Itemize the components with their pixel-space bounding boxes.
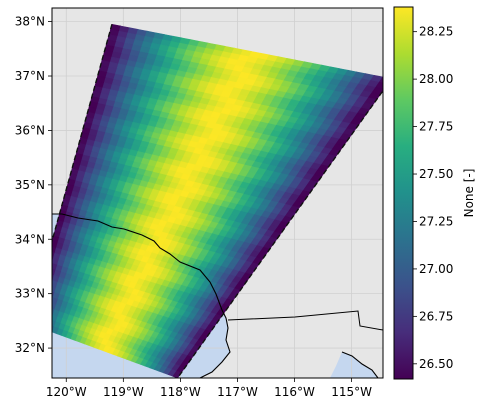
gulf-coastline [341, 351, 379, 378]
swath-cell [43, 267, 50, 274]
swath-cell [34, 320, 40, 327]
swath-edge-west [52, 24, 113, 244]
swath-cell [378, 76, 383, 84]
swath-cell [40, 317, 46, 324]
lat-tick-label: 34°N [15, 232, 45, 246]
colorbar-tick-label: 26.50 [419, 357, 453, 371]
swath-cell [42, 272, 49, 279]
colorbar-tick-label: 27.00 [419, 262, 453, 276]
lat-tick-label: 36°N [15, 123, 45, 137]
colorbar-label: None [-] [462, 169, 476, 218]
us-mexico-border [227, 310, 383, 331]
colorbar-tick-label: 26.75 [419, 309, 453, 323]
lat-tick-label: 37°N [15, 69, 45, 83]
swath-cell [32, 308, 38, 315]
colorbar-ticks: 26.50 26.75 27.00 27.25 27.50 27.75 28.00 28.25 [413, 25, 453, 371]
colorbar-tick-label: 28.00 [419, 72, 453, 86]
lon-tick-label: 116°W [274, 385, 315, 399]
swath-cell [44, 284, 51, 291]
colorbar-tick-label: 28.25 [419, 25, 453, 39]
swath-cell [29, 318, 35, 325]
lon-tick-label: 119°W [103, 385, 144, 399]
latitude-ticks: 32°N 33°N 34°N 35°N 36°N 37°N 38°N [15, 15, 52, 355]
colorbar: 26.50 26.75 27.00 27.25 27.50 27.75 28.00 28.25… [393, 6, 476, 380]
colorbar-gradient [393, 6, 414, 380]
swath-cell [31, 313, 37, 320]
swath-cell [37, 310, 43, 317]
swath-cell [172, 370, 182, 378]
lon-tick-label: 117°W [217, 385, 258, 399]
swath-cell [45, 318, 51, 325]
lon-tick-label: 120°W [46, 385, 87, 399]
coastline [52, 213, 231, 378]
map-frame [51, 7, 384, 379]
swath-cell [43, 324, 49, 331]
lon-tick-label: 118°W [160, 385, 201, 399]
lat-tick-label: 32°N [15, 341, 45, 355]
map-axes: 120°W 119°W 118°W 117°W 116°W 115°W 32°N33°N3… [15, 7, 384, 399]
lon-tick-label: 115°W [331, 385, 372, 399]
colorbar-tick-label: 27.25 [419, 214, 453, 228]
swath-cell [45, 301, 52, 308]
swath-cell [43, 306, 49, 313]
colorbar-tick-label: 27.75 [419, 120, 453, 134]
swath-cell [42, 312, 48, 319]
longitude-ticks: 120°W 119°W 118°W 117°W 116°W 115°W [46, 378, 372, 399]
swath-cell [41, 277, 48, 284]
lat-tick-label: 38°N [15, 15, 45, 29]
data-swath [29, 23, 383, 378]
swath-cell [52, 263, 53, 264]
swath-cell [34, 303, 40, 310]
lat-tick-label: 35°N [15, 178, 45, 192]
swath-cell [35, 315, 41, 322]
swath-cell [38, 322, 44, 329]
colorbar-tick-label: 27.50 [419, 167, 453, 181]
swath-edge-east [176, 89, 383, 378]
gulf-of-california [330, 352, 378, 378]
swath-cell [375, 81, 383, 90]
lat-tick-label: 33°N [15, 287, 45, 301]
swath-cell [38, 305, 44, 312]
